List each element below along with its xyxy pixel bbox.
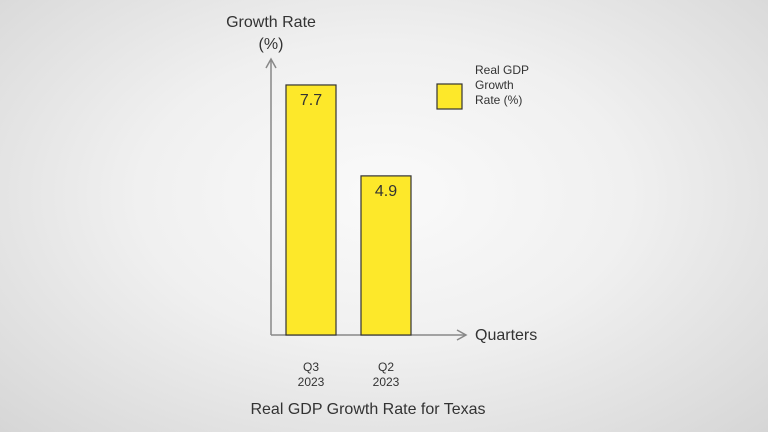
y-axis-title: Growth Rate (%) (226, 14, 316, 53)
value-label: 4.9 (374, 182, 398, 200)
x-tick-label: Q3 2023 (297, 360, 325, 389)
bar (360, 175, 412, 336)
legend-swatch (436, 83, 463, 110)
x-axis-title: Quarters (475, 327, 538, 344)
y-axis-arrow (265, 57, 277, 69)
x-tick-label: Q2 2023 (372, 360, 400, 389)
value-label: 7.7 (299, 91, 323, 109)
chart-title: Real GDP Growth Rate for Texas (250, 401, 486, 418)
bar (285, 84, 337, 336)
legend-label: Real GDP Growth Rate (%) (475, 63, 529, 107)
x-axis-arrow (456, 329, 468, 341)
